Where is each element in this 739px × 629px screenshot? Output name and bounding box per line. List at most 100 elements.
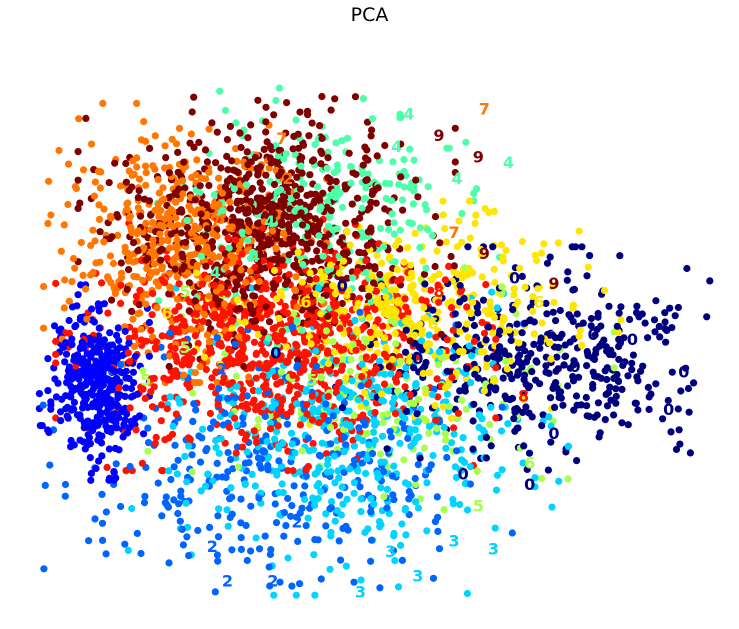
scatter-point-digit-2 — [170, 463, 178, 471]
scatter-point-digit-9 — [373, 152, 381, 160]
scatter-point-digit-2 — [389, 491, 397, 499]
scatter-point-digit-6 — [383, 299, 391, 307]
scatter-point-digit-1 — [68, 341, 76, 349]
scatter-point-digit-6 — [425, 369, 434, 377]
scatter-point-digit-0 — [529, 298, 537, 306]
scatter-point-digit-2 — [355, 424, 363, 432]
scatter-point-digit-8 — [208, 383, 216, 391]
scatter-point-digit-0 — [536, 344, 544, 352]
scatter-point-digit-9 — [171, 265, 179, 273]
scatter-point-digit-4 — [238, 228, 246, 236]
scatter-point-digit-1 — [65, 371, 73, 379]
scatter-point-digit-1 — [116, 344, 124, 352]
scatter-point-digit-7 — [143, 291, 151, 299]
scatter-point-digit-3 — [555, 477, 563, 485]
scatter-point-digit-2 — [141, 492, 149, 500]
scatter-point-digit-0 — [551, 334, 560, 342]
scatter-point-digit-9 — [204, 225, 212, 233]
scatter-point-digit-9 — [306, 276, 314, 284]
scatter-point-digit-9 — [303, 107, 312, 115]
scatter-point-digit-9 — [365, 262, 373, 270]
scatter-point-digit-3 — [284, 554, 292, 562]
scatter-point-digit-9 — [262, 103, 270, 111]
scatter-point-digit-4 — [400, 156, 408, 164]
scatter-point-digit-8 — [185, 350, 193, 358]
scatter-point-digit-9 — [245, 170, 253, 178]
scatter-point-digit-6 — [317, 268, 325, 276]
scatter-point-digit-3 — [212, 436, 220, 445]
scatter-point-digit-3 — [429, 451, 437, 460]
scatter-point-digit-3 — [423, 527, 431, 535]
scatter-point-digit-9 — [257, 265, 265, 274]
scatter-point-digit-2 — [407, 491, 415, 500]
scatter-point-digit-9 — [177, 229, 185, 237]
scatter-point-digit-2 — [271, 500, 279, 508]
scatter-point-digit-6 — [529, 292, 537, 301]
scatter-point-digit-2 — [287, 512, 295, 520]
scatter-point-digit-0 — [682, 364, 690, 372]
scatter-point-digit-3 — [307, 380, 315, 388]
scatter-point-digit-8 — [293, 382, 301, 390]
scatter-point-digit-6 — [407, 269, 415, 277]
scatter-point-digit-2 — [213, 459, 221, 467]
scatter-point-digit-3 — [493, 304, 501, 312]
scatter-point-digit-0 — [612, 385, 620, 393]
scatter-point-digit-6 — [431, 402, 439, 410]
scatter-point-digit-0 — [479, 296, 488, 304]
scatter-point-digit-7 — [187, 206, 195, 214]
scatter-point-digit-6 — [485, 208, 493, 217]
scatter-point-digit-2 — [283, 420, 291, 428]
scatter-point-digit-3 — [251, 482, 259, 490]
scatter-point-digit-0 — [415, 343, 424, 352]
scatter-point-digit-8 — [227, 316, 235, 324]
scatter-point-digit-9 — [262, 128, 270, 136]
scatter-point-digit-9 — [74, 148, 82, 156]
scatter-point-digit-8 — [331, 369, 340, 377]
scatter-point-digit-7 — [104, 275, 112, 283]
chart-title: PCA — [350, 4, 389, 26]
scatter-point-digit-0 — [501, 349, 509, 358]
scatter-point-digit-7 — [100, 238, 108, 246]
scatter-point-digit-9 — [128, 307, 136, 315]
scatter-point-digit-8 — [198, 280, 206, 288]
scatter-point-digit-2 — [317, 575, 325, 583]
scatter-point-digit-0 — [554, 365, 562, 373]
scatter-point-digit-1 — [80, 365, 88, 373]
scatter-point-digit-9 — [308, 119, 316, 127]
scatter-point-digit-8 — [206, 409, 214, 418]
scatter-point-digit-8 — [232, 236, 240, 244]
scatter-point-digit-9 — [108, 233, 116, 241]
scatter-point-digit-8 — [433, 375, 441, 383]
scatter-point-digit-8 — [160, 374, 168, 382]
scatter-point-digit-9 — [213, 261, 221, 269]
scatter-point-digit-9 — [317, 160, 325, 168]
scatter-point-digit-6 — [324, 360, 333, 368]
digit-label-0: 0 — [678, 362, 689, 381]
scatter-point-digit-0 — [452, 342, 460, 350]
scatter-point-digit-0 — [645, 405, 653, 413]
scatter-point-digit-2 — [434, 527, 442, 536]
scatter-point-digit-9 — [376, 271, 384, 279]
scatter-point-digit-3 — [183, 478, 191, 486]
scatter-point-digit-8 — [283, 309, 291, 317]
scatter-point-digit-4 — [244, 237, 252, 245]
scatter-point-digit-8 — [454, 409, 462, 417]
scatter-point-digit-1 — [45, 428, 53, 437]
scatter-point-digit-7 — [128, 171, 136, 179]
scatter-point-digit-7 — [215, 174, 223, 182]
scatter-point-digit-9 — [283, 173, 291, 181]
scatter-point-digit-2 — [144, 424, 152, 432]
scatter-point-digit-2 — [324, 417, 332, 425]
scatter-point-digit-8 — [186, 298, 194, 306]
scatter-point-digit-7 — [150, 260, 158, 268]
scatter-point-digit-2 — [245, 459, 253, 467]
scatter-point-digit-6 — [439, 197, 447, 205]
scatter-point-digit-4 — [421, 201, 429, 209]
scatter-point-digit-6 — [549, 283, 557, 291]
scatter-point-digit-5 — [421, 385, 429, 393]
scatter-point-digit-9 — [351, 93, 360, 101]
scatter-point-digit-8 — [220, 374, 228, 382]
scatter-point-digit-5 — [428, 316, 436, 324]
scatter-point-digit-1 — [95, 457, 103, 465]
scatter-point-digit-6 — [419, 369, 427, 377]
